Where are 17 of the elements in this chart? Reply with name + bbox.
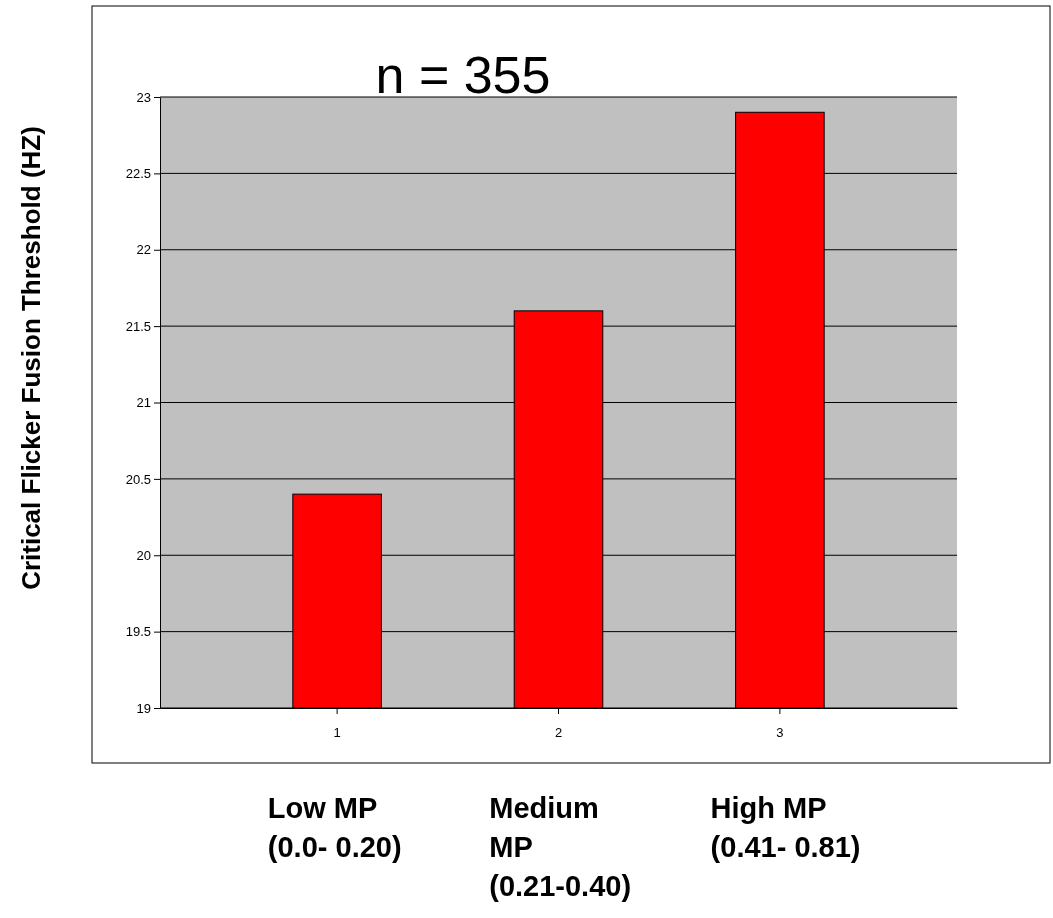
y-axis-title: Critical Flicker Fusion Threshold (HZ) bbox=[16, 126, 46, 590]
x-tick-label: 3 bbox=[776, 724, 784, 740]
y-tick-label: 19.5 bbox=[125, 624, 151, 640]
y-tick-label: 22 bbox=[136, 242, 151, 258]
chart-title: n = 355 bbox=[375, 46, 551, 104]
y-tick-label: 21.5 bbox=[125, 318, 151, 334]
y-tick-label: 20 bbox=[136, 547, 151, 563]
text: Medium MP (0.21-0.40) bbox=[489, 792, 632, 903]
y-tick-label: 19 bbox=[136, 700, 151, 716]
text: High MP (0.41- 0.81) bbox=[710, 792, 861, 864]
y-tick-label: 23 bbox=[136, 89, 151, 105]
x-tick-label: 2 bbox=[554, 724, 563, 740]
y-tick-label: 20.5 bbox=[125, 471, 151, 487]
text: Low MP (0.0- 0.20) bbox=[267, 792, 402, 864]
y-tick-label: 21 bbox=[136, 395, 151, 411]
x-tick-label: 1 bbox=[333, 724, 341, 740]
y-tick-label: 22.5 bbox=[125, 166, 151, 182]
